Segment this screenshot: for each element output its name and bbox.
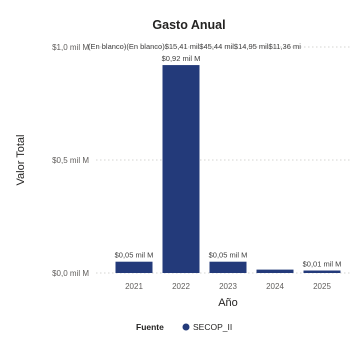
bar-2021 [115, 261, 153, 273]
legend: Fuente SECOP_II [136, 322, 232, 332]
bars: $0,05 mil M $0,92 mil M $0,05 mil M $0,01 m… [115, 54, 342, 273]
x-tick-label: 2022 [172, 282, 190, 291]
y-tick-label: $0,0 mil M [52, 269, 89, 278]
x-tick-label: 2023 [219, 282, 237, 291]
legend-swatch [182, 323, 190, 331]
data-label-2021: $0,05 mil M [115, 251, 154, 260]
gridlines [96, 46, 350, 274]
overflow-data-labels: (En blanco)(En blanco)$15,41 mil$45,44 m… [88, 42, 301, 51]
x-tick-label: 2021 [125, 282, 143, 291]
y-axis: $0,0 mil M $0,5 mil M $1,0 mil M [52, 43, 89, 278]
legend-title: Fuente [136, 322, 164, 332]
x-axis: 2021 2022 2023 2024 2025 [125, 282, 331, 291]
data-label-2025: $0,01 mil M [303, 260, 342, 269]
bar-2024 [256, 269, 294, 273]
bar-2023 [209, 261, 247, 273]
x-tick-label: 2025 [313, 282, 331, 291]
chart-title: Gasto Anual [152, 18, 225, 32]
x-axis-title: Año [218, 297, 238, 309]
data-label-2023: $0,05 mil M [209, 251, 248, 260]
y-tick-label: $0,5 mil M [52, 156, 89, 165]
bar-2025 [303, 270, 341, 273]
y-axis-title: Valor Total [15, 135, 27, 186]
legend-item-secop-ii: SECOP_II [193, 322, 232, 332]
y-tick-label: $1,0 mil M [52, 43, 89, 52]
bar-2022 [162, 65, 200, 273]
data-label-2022: $0,92 mil M [162, 54, 201, 63]
x-tick-label: 2024 [266, 282, 284, 291]
